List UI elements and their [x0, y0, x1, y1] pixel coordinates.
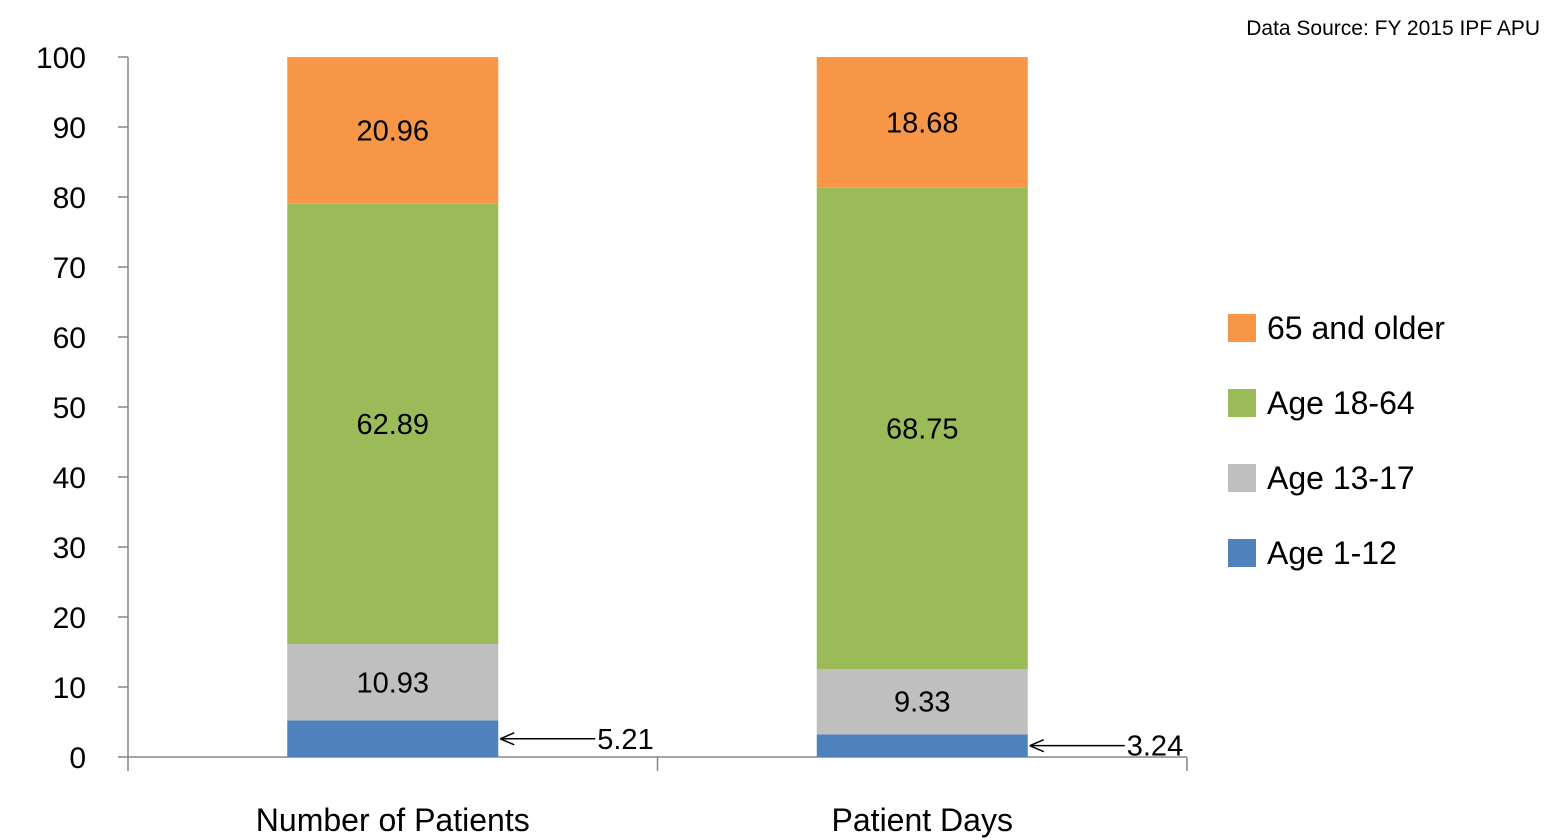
x-axis: Number of Patients Patient Days: [127, 756, 1188, 838]
data-label: 9.33: [894, 687, 950, 719]
bar-segment-age-18-64: [816, 187, 1028, 670]
bar-segment-age-13-17: [816, 669, 1028, 735]
x-category-label: Number of Patients: [256, 802, 530, 838]
legend-swatch-age-18-64: [1228, 389, 1256, 417]
callout-arrow-head: [1029, 738, 1045, 753]
data-label: 20.96: [356, 115, 429, 147]
bar-segment-65-and-older: [816, 57, 1028, 188]
y-tick-label: 10: [53, 672, 86, 705]
data-label: 3.24: [1127, 731, 1183, 763]
y-tick-label: 20: [53, 602, 86, 635]
y-tick-label: 0: [69, 742, 86, 775]
bar-segment-age-18-64: [287, 203, 499, 645]
bar-segment-age-13-17: [287, 644, 499, 721]
data-labels: 5.21 10.93 62.89 20.96 3.24 9.33 68.75 18.68: [356, 107, 1183, 762]
bar-segment-age-1-12: [816, 734, 1028, 757]
y-tick-label: 70: [53, 252, 86, 285]
legend-label-65-and-older: 65 and older: [1267, 310, 1445, 346]
legend-swatch-65-and-older: [1228, 314, 1256, 342]
bar-segment-65-and-older: [287, 57, 499, 204]
x-category-label: Patient Days: [832, 802, 1013, 838]
legend-swatch-age-1-12: [1228, 539, 1256, 567]
legend-label-age-18-64: Age 18-64: [1267, 385, 1415, 421]
legend-label-age-13-17: Age 13-17: [1267, 460, 1415, 496]
data-label: 62.89: [356, 409, 429, 441]
y-axis: 0 10 20 30 40 50 60 70 80 90 100: [36, 42, 129, 775]
legend-label-age-1-12: Age 1-12: [1267, 535, 1397, 571]
y-tick-label: 30: [53, 532, 86, 565]
data-label: 18.68: [886, 107, 959, 139]
legend: 65 and older Age 18-64 Age 13-17 Age 1-12: [1228, 310, 1445, 571]
callout-arrow-head: [499, 732, 515, 746]
data-label: 5.21: [597, 724, 653, 756]
data-label: 68.75: [886, 413, 959, 445]
y-tick-label: 90: [53, 112, 86, 145]
legend-swatch-age-13-17: [1228, 464, 1256, 492]
bar-stacks: [287, 57, 1028, 757]
data-source-note: Data Source: FY 2015 IPF APU: [1246, 17, 1540, 40]
data-label: 10.93: [356, 667, 429, 699]
y-tick-label: 80: [53, 182, 86, 215]
y-tick-label: 100: [36, 42, 86, 75]
y-tick-label: 40: [53, 462, 86, 495]
y-tick-label: 60: [53, 322, 86, 355]
bar-segment-age-1-12: [287, 720, 499, 757]
y-tick-label: 50: [53, 392, 86, 425]
